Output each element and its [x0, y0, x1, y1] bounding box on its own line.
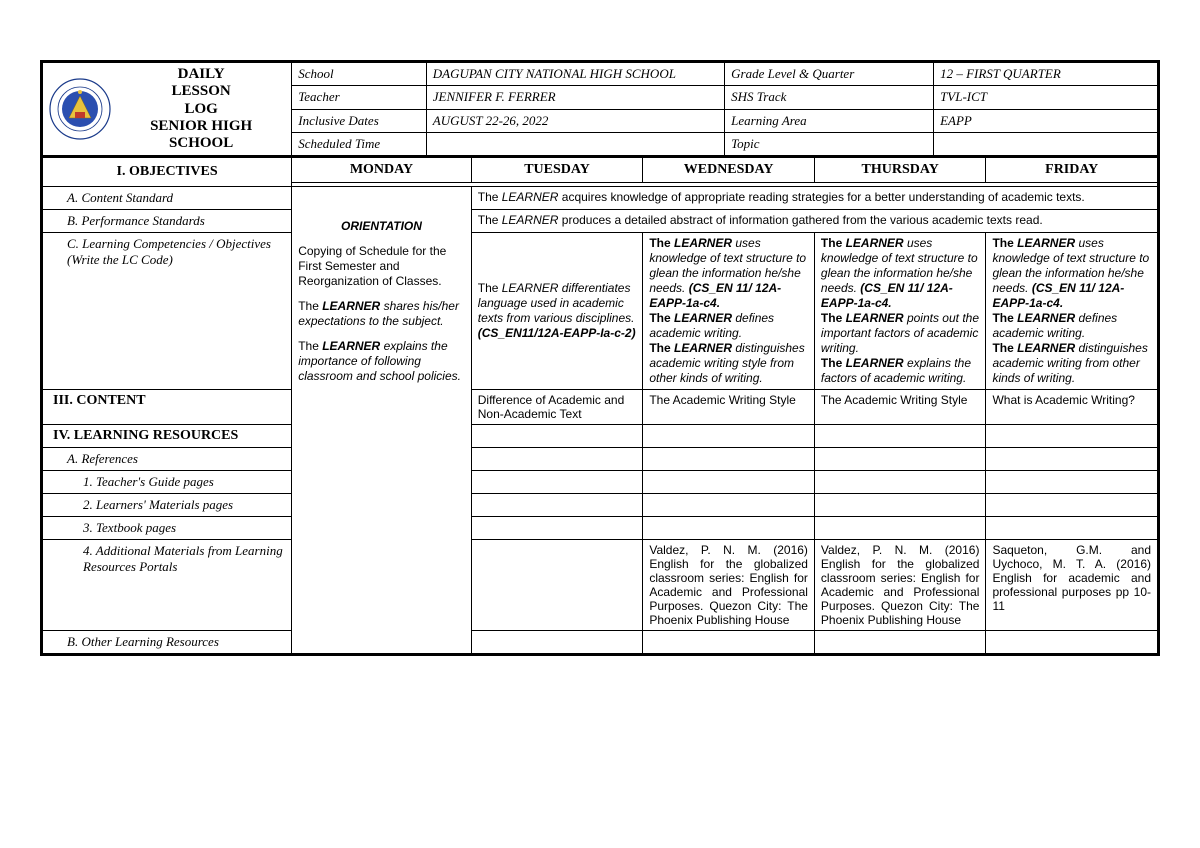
- lc-tuesday: The LEARNER differentiates language used…: [471, 233, 643, 390]
- main-grid: I. OBJECTIVES MONDAY TUESDAY WEDNESDAY T…: [42, 156, 1158, 654]
- ref3-label: 3. Textbook pages: [43, 517, 292, 540]
- refA-tue: [471, 448, 643, 471]
- grade-label: Grade Level & Quarter: [725, 63, 934, 86]
- day-friday: FRIDAY: [986, 157, 1158, 183]
- ref1-label: 1. Teacher's Guide pages: [43, 471, 292, 494]
- track-value: TVL-ICT: [934, 86, 1158, 109]
- ref4-wed: Valdez, P. N. M. (2016) English for the …: [643, 540, 815, 631]
- ref2-wed: [643, 494, 815, 517]
- ref1-tue: [471, 471, 643, 494]
- school-label: School: [292, 63, 427, 86]
- day-thursday: THURSDAY: [814, 157, 986, 183]
- grade-value: 12 – FIRST QUARTER: [934, 63, 1158, 86]
- refB-label: B. Other Learning Resources: [43, 631, 292, 654]
- topic-value: [934, 132, 1158, 155]
- refA-fri: [986, 448, 1158, 471]
- monday-orientation-cell: ORIENTATION Copying of Schedule for the …: [292, 187, 472, 654]
- logo-title-cell: DAILY LESSON LOG SENIOR HIGH SCHOOL: [43, 63, 292, 156]
- refB-thu: [814, 631, 986, 654]
- objectives-heading: I. OBJECTIVES: [43, 157, 292, 187]
- performance-standard-label: B. Performance Standards: [43, 210, 292, 233]
- time-label: Scheduled Time: [292, 132, 427, 155]
- refB-wed: [643, 631, 815, 654]
- ref4-label: 4. Additional Materials from Learning Re…: [43, 540, 292, 631]
- ref4-fri: Saqueton, G.M. and Uychoco, M. T. A. (20…: [986, 540, 1158, 631]
- lesson-log-document: DAILY LESSON LOG SENIOR HIGH SCHOOL Scho…: [40, 60, 1160, 656]
- header-table: DAILY LESSON LOG SENIOR HIGH SCHOOL Scho…: [42, 62, 1158, 156]
- content-thu: The Academic Writing Style: [814, 390, 986, 425]
- day-monday: MONDAY: [292, 157, 472, 183]
- performance-standard-text: The LEARNER produces a detailed abstract…: [471, 210, 1157, 233]
- lr-thu: [814, 425, 986, 448]
- references-label: A. References: [43, 448, 292, 471]
- day-wednesday: WEDNESDAY: [643, 157, 815, 183]
- content-fri: What is Academic Writing?: [986, 390, 1158, 425]
- dates-value: AUGUST 22-26, 2022: [426, 109, 724, 132]
- ref3-tue: [471, 517, 643, 540]
- refA-wed: [643, 448, 815, 471]
- school-value: DAGUPAN CITY NATIONAL HIGH SCHOOL: [426, 63, 724, 86]
- track-label: SHS Track: [725, 86, 934, 109]
- day-tuesday: TUESDAY: [471, 157, 643, 183]
- ref3-thu: [814, 517, 986, 540]
- learning-competencies-label: C. Learning Competencies / Objectives (W…: [43, 233, 292, 390]
- teacher-label: Teacher: [292, 86, 427, 109]
- teacher-value: JENNIFER F. FERRER: [426, 86, 724, 109]
- ref1-thu: [814, 471, 986, 494]
- area-value: EAPP: [934, 109, 1158, 132]
- monday-p1: Copying of Schedule for the First Semest…: [298, 244, 465, 289]
- topic-label: Topic: [725, 132, 934, 155]
- ref4-thu: Valdez, P. N. M. (2016) English for the …: [814, 540, 986, 631]
- lc-friday: The LEARNER uses knowledge of text struc…: [986, 233, 1158, 390]
- time-value: [426, 132, 724, 155]
- refB-tue: [471, 631, 643, 654]
- refA-thu: [814, 448, 986, 471]
- dates-label: Inclusive Dates: [292, 109, 427, 132]
- ref3-fri: [986, 517, 1158, 540]
- ref4-tue: [471, 540, 643, 631]
- ref2-tue: [471, 494, 643, 517]
- ref3-wed: [643, 517, 815, 540]
- lr-fri: [986, 425, 1158, 448]
- content-standard-text: The LEARNER acquires knowledge of approp…: [471, 187, 1157, 210]
- lr-tue: [471, 425, 643, 448]
- ref2-thu: [814, 494, 986, 517]
- content-wed: The Academic Writing Style: [643, 390, 815, 425]
- lr-heading: IV. LEARNING RESOURCES: [43, 425, 292, 448]
- monday-p2: The LEARNER shares his/her expectations …: [298, 299, 465, 329]
- ref1-fri: [986, 471, 1158, 494]
- deped-seal-icon: [49, 78, 111, 140]
- area-label: Learning Area: [725, 109, 934, 132]
- ref2-fri: [986, 494, 1158, 517]
- orientation-title: ORIENTATION: [298, 219, 465, 234]
- lc-thursday: The LEARNER uses knowledge of text struc…: [814, 233, 986, 390]
- lr-wed: [643, 425, 815, 448]
- content-tue: Difference of Academic and Non-Academic …: [471, 390, 643, 425]
- monday-p3: The LEARNER explains the importance of f…: [298, 339, 465, 384]
- ref1-wed: [643, 471, 815, 494]
- refB-fri: [986, 631, 1158, 654]
- ref2-label: 2. Learners' Materials pages: [43, 494, 292, 517]
- content-heading: III. CONTENT: [43, 390, 292, 425]
- content-standard-label: A. Content Standard: [43, 187, 292, 210]
- lc-wednesday: The LEARNER uses knowledge of text struc…: [643, 233, 815, 390]
- document-title: DAILY LESSON LOG SENIOR HIGH SCHOOL: [117, 66, 285, 152]
